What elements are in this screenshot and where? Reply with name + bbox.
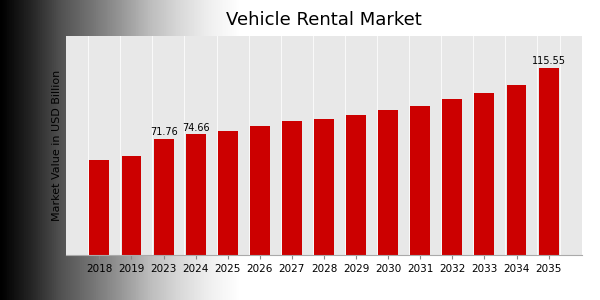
Bar: [250, 126, 270, 255]
Text: 74.66: 74.66: [182, 123, 209, 133]
Bar: [346, 115, 366, 255]
Bar: [442, 99, 462, 255]
Bar: [506, 85, 526, 255]
Bar: [378, 110, 398, 255]
Bar: [154, 139, 173, 255]
Bar: [410, 106, 430, 255]
Bar: [218, 131, 238, 255]
Bar: [475, 93, 494, 255]
Y-axis label: Market Value in USD Billion: Market Value in USD Billion: [52, 70, 62, 221]
Bar: [122, 156, 142, 255]
Text: 71.76: 71.76: [149, 127, 178, 137]
Title: Vehicle Rental Market: Vehicle Rental Market: [226, 11, 422, 29]
Text: 115.55: 115.55: [532, 56, 566, 66]
Bar: [186, 134, 206, 255]
Bar: [89, 160, 109, 255]
Bar: [282, 121, 302, 255]
Bar: [539, 68, 559, 255]
Bar: [314, 119, 334, 255]
